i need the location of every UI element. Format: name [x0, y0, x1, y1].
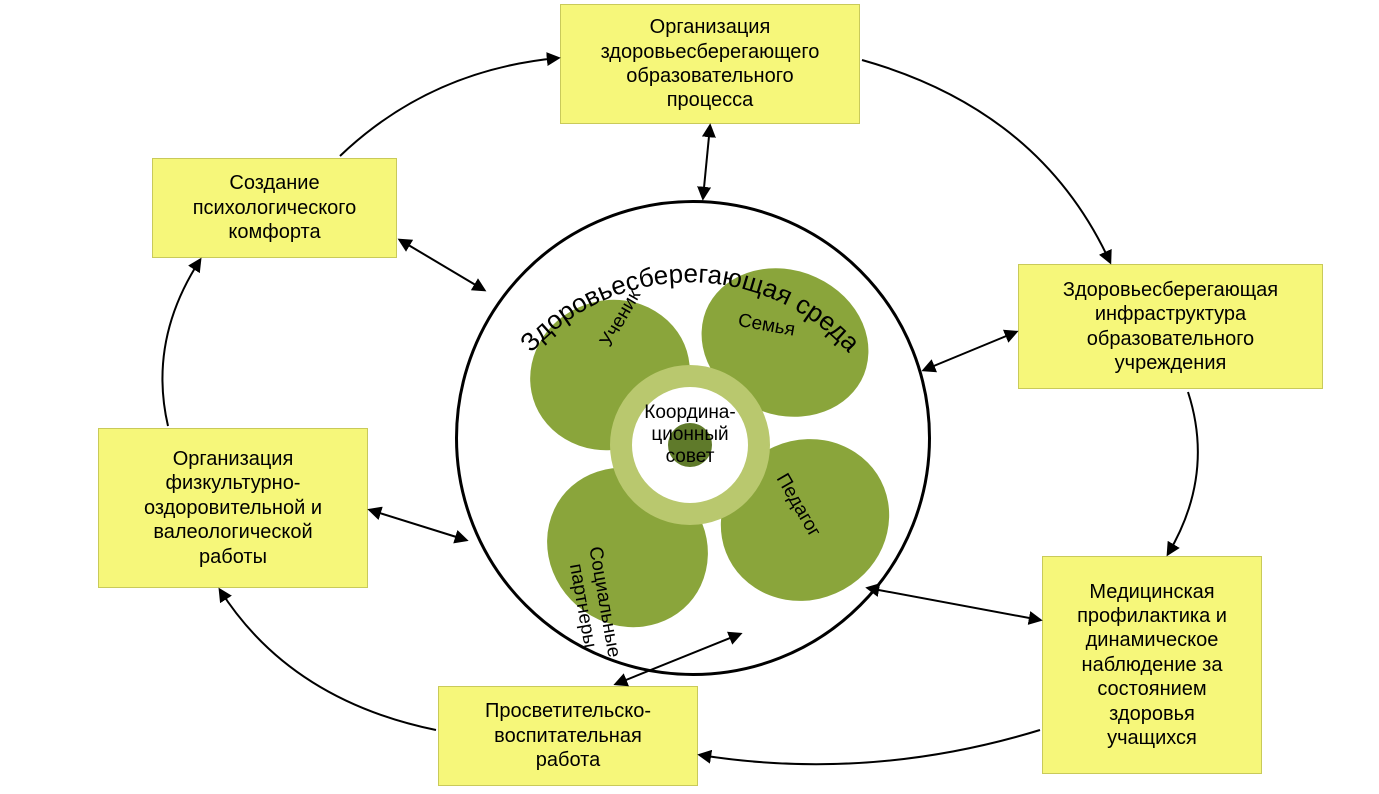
- center-label: Координа- ционный совет: [615, 402, 765, 468]
- concept-box-org-process: Организация здоровьесберегающего образов…: [560, 4, 860, 124]
- concept-box-enlight: Просветительско- воспитательная работа: [438, 686, 698, 786]
- concept-box-phys-valeo: Организация физкультурно- оздоровительно…: [98, 428, 368, 588]
- concept-box-med-profilaxis: Медицинская профилактика и динамическое …: [1042, 556, 1262, 774]
- concept-box-infra: Здоровьесберегающая инфраструктура образ…: [1018, 264, 1323, 389]
- concept-box-psych-comfort: Создание психологического комфорта: [152, 158, 397, 258]
